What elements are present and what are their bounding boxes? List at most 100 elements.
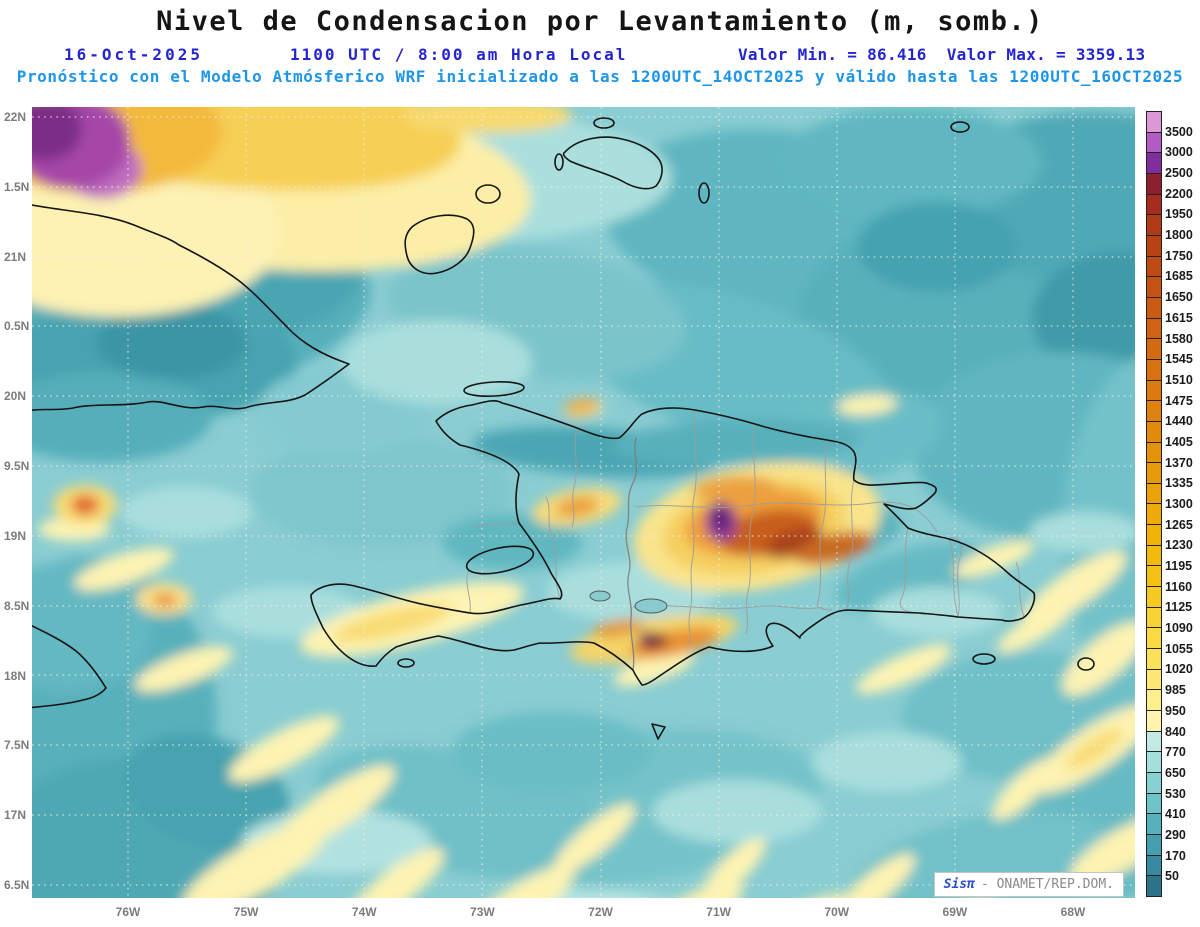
colorbar-label: 1300 <box>1165 497 1193 511</box>
x-axis-tick-label: 73W <box>470 905 495 919</box>
colorbar-swatch <box>1147 834 1161 856</box>
colorbar-label: 1580 <box>1165 331 1193 346</box>
colorbar-label: 1090 <box>1165 621 1193 636</box>
colorbar-swatch <box>1147 793 1161 815</box>
colorbar-swatch <box>1147 339 1161 360</box>
colorbar-label: 1055 <box>1165 641 1193 656</box>
colorbar-swatch <box>1147 235 1161 257</box>
x-axis-tick-label: 75W <box>233 905 259 919</box>
colorbar-label: 1195 <box>1165 559 1193 574</box>
great-inagua-coastline <box>404 214 475 275</box>
colorbar-label: 1615 <box>1165 310 1193 325</box>
colorbar-label: 2500 <box>1165 166 1193 181</box>
y-axis-tick-label: 7.5N <box>4 738 30 753</box>
y-axis-labels: 22N 1.5N 21N 0.5N 20N 9.5N 19N 8.5N 18N 7.5N 17N 6.… <box>0 107 30 898</box>
colorbar-label: 1020 <box>1165 662 1193 677</box>
colorbar-swatch <box>1147 153 1161 174</box>
colorbar-swatch <box>1147 855 1161 877</box>
colorbar-label: 1510 <box>1165 372 1193 387</box>
grand-turk-coastline <box>698 182 710 204</box>
colorbar-label: 1405 <box>1165 434 1193 449</box>
min-max-values: Valor Min. = 86.416 Valor Max. = 3359.13 <box>738 45 1165 64</box>
colorbar-label: 1950 <box>1165 207 1193 222</box>
watermark: Sisπ - ONAMET/REP.DOM. <box>933 872 1124 897</box>
mona-island-coastline <box>1077 657 1095 671</box>
colorbar-swatch <box>1147 504 1161 526</box>
colorbar-swatch <box>1147 359 1161 381</box>
beata-island-coastline <box>651 723 666 740</box>
colorbar-swatch <box>1147 669 1161 691</box>
colorbar-label: 1440 <box>1165 414 1193 429</box>
colorbar-swatch <box>1147 566 1161 588</box>
colorbar-swatch <box>1147 277 1161 298</box>
small-cay-coastline <box>593 117 615 129</box>
value-max-label: Valor Max. = 3359.13 <box>946 45 1146 64</box>
colorbar-swatch <box>1147 132 1161 154</box>
colorbar-swatch <box>1147 628 1161 650</box>
colorbar-swatch <box>1147 587 1161 608</box>
valid-time-label: 1100 UTC / 8:00 am Hora Local <box>290 45 628 64</box>
colorbar-label: 1800 <box>1165 228 1193 243</box>
x-axis-tick-label: 72W <box>588 905 613 919</box>
colorbar-label: 1650 <box>1165 290 1193 305</box>
x-axis-tick-label: 74W <box>351 905 377 919</box>
colorbar-label: 1475 <box>1165 393 1193 408</box>
colorbar-label: 650 <box>1165 765 1186 780</box>
map-title: Nivel de Condensacion por Levantamiento … <box>156 6 1044 37</box>
colorbar-swatch <box>1147 607 1161 629</box>
little-inagua-coastline <box>475 184 501 204</box>
y-axis-tick-label: 19N <box>4 528 27 543</box>
admin-boundaries <box>466 409 1025 671</box>
y-axis-tick-label: 0.5N <box>4 319 30 334</box>
colorbar-label: 1230 <box>1165 538 1193 553</box>
hispaniola-coastline <box>310 400 1036 686</box>
watermark-text: - ONAMET/REP.DOM. <box>980 877 1114 892</box>
colorbar-swatch <box>1147 463 1161 484</box>
y-axis-tick-label: 21N <box>4 249 27 264</box>
y-axis-tick-label: 9.5N <box>4 459 30 474</box>
grid-lines <box>32 107 1135 898</box>
colorbar-swatch <box>1147 814 1161 835</box>
colorbar-label: 1125 <box>1165 600 1193 615</box>
x-axis-tick-label: 68W <box>1060 905 1086 919</box>
colorbar-swatch <box>1147 215 1161 236</box>
colorbar-swatch <box>1147 421 1161 443</box>
colorbar-label: 530 <box>1165 786 1186 801</box>
saona-island-coastline <box>972 653 996 665</box>
colorbar-swatch <box>1147 525 1161 546</box>
valid-date-label: 16-Oct-2025 <box>64 45 203 64</box>
colorbar-swatch <box>1147 545 1161 567</box>
colorbar-swatch <box>1147 690 1161 712</box>
colorbar-label: 2200 <box>1165 186 1193 201</box>
colorbar-label: 840 <box>1165 724 1186 739</box>
colorbar-swatch <box>1147 380 1161 402</box>
colorbar-label: 1750 <box>1165 248 1193 263</box>
x-axis-labels: 76W 75W 74W 73W 72W 71W 70W 69W 68W <box>32 905 1135 921</box>
colorbar-label: 410 <box>1165 807 1186 822</box>
colorbar-swatch <box>1147 731 1161 753</box>
caicos-bank-coastline <box>562 136 663 190</box>
tortue-island-coastline <box>463 381 525 397</box>
ile-a-vache-coastline <box>397 658 415 668</box>
colorbar-swatch <box>1147 401 1161 422</box>
forecast-info-line: Pronóstico con el Modelo Atmósferico WRF… <box>16 67 1184 86</box>
y-axis-tick-label: 1.5N <box>4 179 30 194</box>
colorbar-label: 1370 <box>1165 455 1193 470</box>
colorbar-labels: 3500 3000 2500 2200 1950 1800 1750 1685 1650 1615… <box>1165 111 1199 897</box>
y-axis-tick-label: 17N <box>4 808 27 823</box>
watermark-brand: Sisπ <box>943 877 975 892</box>
colorbar-label: 50 <box>1165 869 1179 884</box>
colorbar-swatch <box>1147 194 1161 216</box>
colorbar-swatch <box>1147 112 1161 133</box>
gonave-island-coastline <box>465 545 535 575</box>
cuba-coastline <box>32 204 350 411</box>
colorbar-label: 985 <box>1165 683 1186 698</box>
colorbar-swatch <box>1147 773 1161 794</box>
colorbar-label: 1265 <box>1165 517 1193 532</box>
value-min-label: Valor Min. = 86.416 <box>738 45 927 64</box>
colorbar-swatch <box>1147 442 1161 464</box>
colorbar-label: 1685 <box>1165 269 1193 284</box>
colorbar-swatch <box>1147 649 1161 670</box>
colorbar-swatches <box>1146 111 1162 897</box>
colorbar-swatch <box>1147 752 1161 773</box>
